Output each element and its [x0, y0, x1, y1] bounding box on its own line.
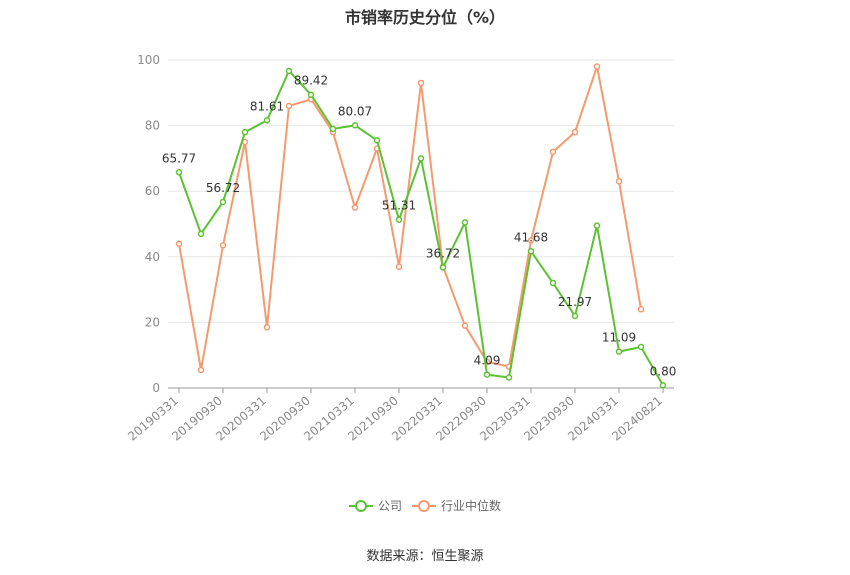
data-point	[549, 279, 557, 287]
data-point	[417, 79, 425, 87]
y-tick-label: 20	[145, 315, 160, 329]
data-point	[593, 222, 601, 229]
data-point	[373, 137, 381, 144]
data-point	[197, 366, 205, 374]
data-point	[285, 67, 293, 75]
data-label: 65.77	[162, 151, 196, 165]
data-point	[351, 204, 359, 211]
data-label: 89.42	[294, 74, 328, 88]
data-point	[395, 216, 403, 223]
y-tick-label: 80	[145, 119, 160, 133]
chart-title: 市销率历史分位（%）	[344, 8, 506, 27]
y-tick-label: 40	[145, 250, 160, 264]
data-point	[505, 374, 513, 381]
legend-swatch-marker	[355, 500, 367, 512]
data-point	[351, 122, 359, 129]
data-label: 4.09	[474, 354, 501, 368]
data-point	[637, 343, 645, 351]
series-lines	[175, 63, 667, 389]
data-label: 80.07	[338, 104, 372, 118]
data-label: 56.72	[206, 181, 240, 195]
y-tick-label: 100	[137, 53, 160, 67]
data-point	[461, 322, 469, 329]
legend-label: 公司	[378, 499, 402, 513]
data-point	[461, 219, 469, 226]
data-label: 41.68	[514, 230, 548, 244]
data-point	[219, 198, 227, 206]
data-label: 11.09	[602, 331, 636, 345]
data-point	[285, 102, 293, 110]
data-label: 21.97	[558, 295, 592, 309]
grid-lines	[168, 59, 674, 323]
series-line-1	[178, 65, 642, 371]
data-point	[659, 382, 667, 389]
data-label: 36.72	[426, 247, 460, 261]
data-point	[615, 178, 623, 185]
source-note: 数据来源：恒生聚源	[366, 549, 484, 564]
data-point	[571, 128, 579, 136]
y-tick-label: 60	[145, 184, 160, 198]
legend-label: 行业中位数	[441, 498, 501, 513]
data-point	[527, 237, 535, 244]
data-point	[329, 125, 337, 133]
data-point	[307, 91, 315, 98]
data-point	[197, 230, 205, 238]
data-point	[241, 128, 249, 136]
legend: 公司 行业中位数	[349, 498, 501, 513]
data-labels: 65.77 56.72 81.61 89.42 80.07 51.31 36.72 4.09 4…	[162, 74, 677, 379]
data-point	[417, 155, 425, 162]
data-point	[615, 348, 623, 355]
data-point	[439, 264, 447, 271]
data-point	[395, 263, 403, 270]
data-point	[593, 63, 601, 70]
data-point	[175, 240, 183, 247]
data-point	[549, 148, 557, 156]
data-point	[527, 248, 535, 255]
legend-swatch-marker	[418, 500, 430, 512]
data-point	[483, 371, 491, 378]
series-line-0	[178, 69, 664, 386]
data-point	[637, 306, 645, 313]
data-label: 0.80	[650, 364, 677, 378]
data-label: 81.61	[250, 99, 284, 113]
data-point	[263, 324, 271, 331]
data-point	[219, 242, 227, 249]
data-label: 51.31	[382, 199, 416, 213]
data-point	[263, 117, 271, 124]
data-point	[571, 312, 579, 320]
data-point	[175, 169, 183, 176]
y-tick-label: 0	[152, 381, 160, 395]
